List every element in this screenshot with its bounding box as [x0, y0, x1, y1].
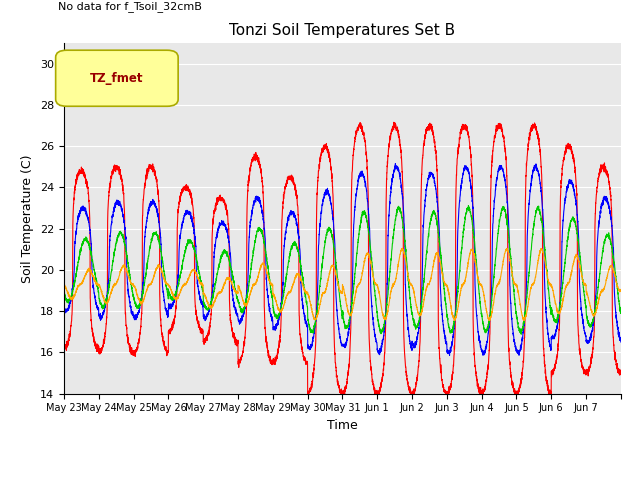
-4cm: [392, 161, 399, 167]
-16cm: [451, 318, 459, 324]
Title: Tonzi Soil Temperatures Set B: Tonzi Soil Temperatures Set B: [229, 23, 456, 38]
-16cm: [60, 283, 68, 288]
-4cm: [537, 189, 545, 194]
-16cm: [523, 310, 531, 316]
-2cm: [514, 396, 522, 402]
-8cm: [175, 278, 183, 284]
FancyBboxPatch shape: [56, 50, 178, 106]
-8cm: [495, 220, 503, 226]
-2cm: [175, 199, 183, 204]
Text: TZ_fmet: TZ_fmet: [90, 72, 143, 85]
Y-axis label: Soil Temperature (C): Soil Temperature (C): [22, 154, 35, 283]
-16cm: [617, 288, 625, 294]
Line: -8cm: -8cm: [64, 205, 621, 334]
X-axis label: Time: Time: [327, 419, 358, 432]
-8cm: [617, 310, 625, 316]
-2cm: [393, 127, 401, 132]
-2cm: [523, 159, 531, 165]
-16cm: [399, 245, 406, 251]
-16cm: [363, 251, 371, 256]
-16cm: [175, 293, 183, 299]
-2cm: [537, 161, 545, 167]
Line: -2cm: -2cm: [64, 122, 621, 399]
-8cm: [60, 291, 68, 297]
-16cm: [495, 280, 503, 286]
-8cm: [537, 216, 545, 221]
-2cm: [495, 122, 503, 128]
-2cm: [363, 165, 371, 170]
Text: No data for f_Tsoil_32cmB: No data for f_Tsoil_32cmB: [58, 1, 202, 12]
-4cm: [60, 305, 68, 311]
-16cm: [393, 271, 401, 276]
-4cm: [523, 276, 531, 282]
-8cm: [363, 218, 371, 224]
-2cm: [390, 120, 397, 125]
Line: -4cm: -4cm: [64, 164, 621, 355]
-4cm: [617, 339, 625, 345]
-8cm: [465, 203, 472, 208]
-4cm: [495, 163, 503, 169]
-4cm: [175, 242, 183, 248]
-2cm: [617, 368, 625, 373]
-8cm: [393, 207, 401, 213]
-8cm: [523, 296, 531, 302]
-8cm: [517, 331, 525, 337]
Line: -16cm: -16cm: [64, 248, 621, 321]
-16cm: [537, 246, 545, 252]
-4cm: [445, 352, 453, 358]
-4cm: [363, 194, 371, 200]
-2cm: [60, 342, 68, 348]
-4cm: [393, 165, 401, 170]
